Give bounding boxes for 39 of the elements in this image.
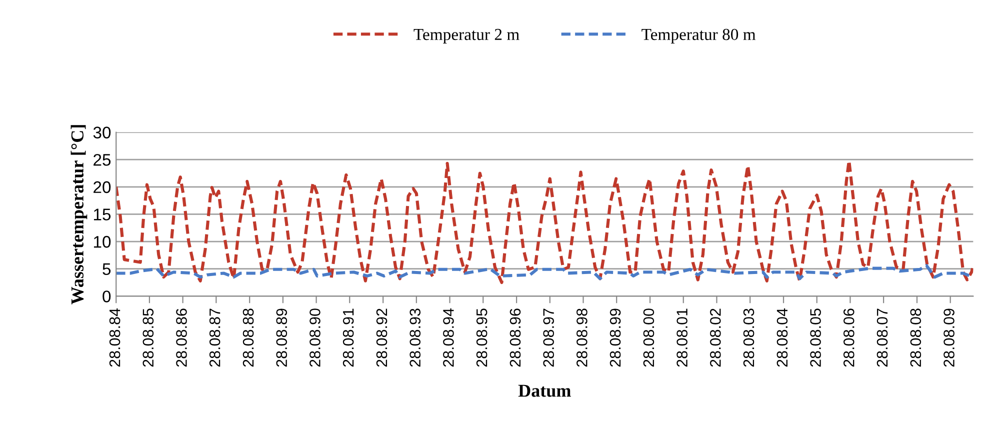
- x-tick-label: 28.08.85: [142, 308, 154, 367]
- x-tick-label: 28.08.05: [810, 308, 821, 367]
- x-tick-label: 28.08.97: [543, 308, 554, 367]
- y-tick-label: 25: [94, 154, 111, 166]
- x-tick-label: 28.08.88: [242, 308, 254, 367]
- x-tick-label: 28.08.08: [910, 308, 922, 367]
- x-tick-label: 28.08.06: [843, 308, 854, 367]
- line-series: [116, 159, 974, 284]
- x-tick-label: 28.08.07: [876, 308, 888, 367]
- y-tick-label: 5: [102, 263, 111, 276]
- x-tick-label: 28.08.00: [643, 308, 654, 367]
- x-tick-label: 28.08.95: [476, 308, 488, 367]
- legend-label: Temperatur 2 m: [414, 28, 520, 44]
- y-tick-label: 30: [93, 126, 111, 138]
- x-tick-label: 28.08.89: [276, 308, 288, 367]
- x-tick-label: 28.08.96: [510, 308, 521, 367]
- x-tick-label: 28.08.87: [209, 308, 220, 367]
- x-tick-label: 28.08.90: [310, 308, 320, 367]
- x-tick-label: 28.08.98: [576, 308, 588, 367]
- line-series: [116, 264, 972, 280]
- y-tick-label: 10: [94, 236, 111, 248]
- x-tick-label: 28.08.93: [410, 308, 421, 367]
- x-tick-label: 28.08.01: [676, 308, 688, 367]
- x-tick-label: 28.08.84: [109, 308, 120, 367]
- x-tick-label: 28.08.86: [176, 308, 187, 367]
- x-tick-label: 28.08.94: [443, 308, 454, 367]
- x-tick-label: 28.08.03: [743, 308, 754, 367]
- x-tick-label: 28.08.04: [776, 308, 788, 367]
- y-tick-label: 0: [102, 290, 111, 302]
- x-tick-label: 28.08.99: [610, 308, 621, 367]
- y-axis-title: Wassertemperatur [°C]: [70, 125, 88, 304]
- x-tick-label: 28.08.09: [944, 308, 954, 367]
- y-tick-label: 15: [94, 208, 111, 220]
- y-tick-label: 20: [94, 181, 111, 194]
- x-tick-label: 28.08.02: [710, 308, 721, 367]
- x-axis-title: Datum: [518, 384, 571, 397]
- x-tick-label: 28.08.91: [342, 308, 354, 367]
- x-tick-label: 28.08.92: [376, 308, 388, 367]
- legend-label: Temperatur 80 m: [642, 28, 756, 44]
